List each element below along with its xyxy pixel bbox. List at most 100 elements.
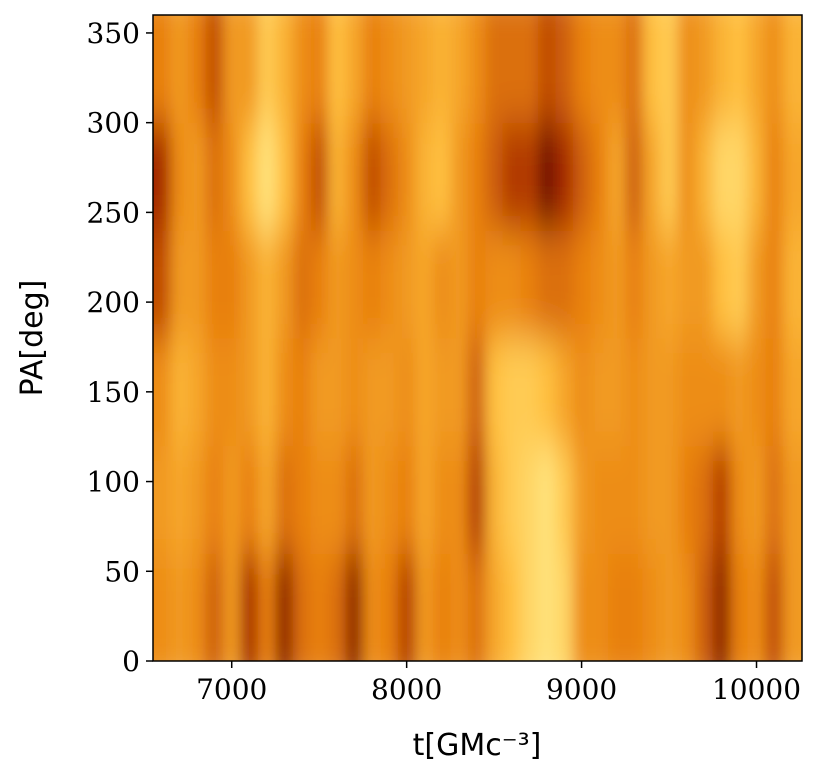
heatmap-cell [467,15,486,124]
heatmap-cell [222,445,241,554]
heatmap-cell [502,553,521,661]
heatmap-cell [747,230,766,339]
heatmap-cell [397,122,416,231]
heatmap-cell [380,445,399,554]
heatmap-cell [642,553,661,661]
heatmap-cell [240,230,259,339]
heatmap-cell [660,338,679,447]
heatmap-cell [572,445,591,554]
heatmap-cell [660,15,679,124]
heatmap-cell [170,553,189,661]
y-tick-label: 300 [87,107,140,140]
heatmap-cell [187,338,206,447]
heatmap-cell [502,15,521,124]
y-axis-label: PA[deg] [15,280,50,397]
heatmap-cell [345,15,364,124]
heatmap-cell [450,553,469,661]
heatmap-cell [292,445,311,554]
heatmap-cell [695,338,714,447]
heatmap-cell [537,553,556,661]
heatmap-cell [677,15,696,124]
heatmap-cell [642,338,661,447]
heatmap-cell [695,553,714,661]
heatmap-cell [502,445,521,554]
heatmap-cell [310,445,329,554]
heatmap-cell [590,338,609,447]
y-tick-label: 150 [87,376,140,409]
heatmap-cell [310,230,329,339]
heatmap-cell [695,15,714,124]
heatmap-cell [187,445,206,554]
heatmap-cell [292,338,311,447]
heatmap-cell [275,338,294,447]
heatmap-cell [240,122,259,231]
y-tick-label: 200 [87,286,140,319]
heatmap-cell [327,338,346,447]
heatmap-cell [222,15,241,124]
heatmap-cell [397,230,416,339]
heatmap-cell [362,338,381,447]
heatmap-cell [362,445,381,554]
heatmap-cell [607,445,626,554]
heatmap-cell [607,338,626,447]
heatmap-cell [467,338,486,447]
y-tick-label: 250 [87,196,140,229]
heatmap-cell [782,445,802,554]
heatmap-cell [327,15,346,124]
x-tick-label: 8000 [371,673,442,706]
heatmap-cell [205,230,224,339]
heatmap-cell [677,553,696,661]
heatmap-cell [205,553,224,661]
heatmap-cell [310,122,329,231]
heatmap-cell [520,338,539,447]
heatmap-cell [607,230,626,339]
heatmap-cell [712,122,731,231]
heatmap-cell [362,230,381,339]
heatmap-cell [590,122,609,231]
heatmap-cell [153,15,171,124]
heatmap-cell [712,230,731,339]
heatmap-cell [765,338,784,447]
heatmap-cell [572,553,591,661]
heatmap-cell [747,15,766,124]
heatmap-cell [432,15,451,124]
heatmap-cell [257,445,276,554]
heatmap-cell [240,338,259,447]
heatmap-cell [537,338,556,447]
heatmap-cell [327,230,346,339]
heatmap-cell [730,15,749,124]
heatmap-cell [660,553,679,661]
heatmap-cell [695,122,714,231]
heatmap-cell [397,15,416,124]
heatmap-cell [642,230,661,339]
heatmap-cell [625,553,644,661]
heatmap-cell [345,230,364,339]
heatmap-cell [292,553,311,661]
heatmap-cell [677,445,696,554]
heatmap-cell [765,15,784,124]
heatmap-cell [415,338,434,447]
heatmap-cell [590,445,609,554]
heatmap-cell [292,122,311,231]
heatmap-cell [555,230,574,339]
heatmap-cell [502,338,521,447]
heatmap-cell [345,338,364,447]
heatmap-cell [153,230,171,339]
heatmap-cell [590,553,609,661]
heatmap-cell [502,230,521,339]
heatmap-cell [520,122,539,231]
heatmap-cell [415,122,434,231]
x-axis-label: t[GMc⁻³] [413,728,542,763]
heatmap-cell [327,553,346,661]
heatmap-cell [257,338,276,447]
heatmap-cell [362,553,381,661]
heatmap-cell [205,122,224,231]
heatmap-cell [485,338,504,447]
heatmap-cell [345,445,364,554]
heatmap-cell [415,445,434,554]
heatmap-cell [153,122,171,231]
heatmap-cell [240,15,259,124]
heatmap-cell [205,15,224,124]
plot-frame [152,14,803,662]
